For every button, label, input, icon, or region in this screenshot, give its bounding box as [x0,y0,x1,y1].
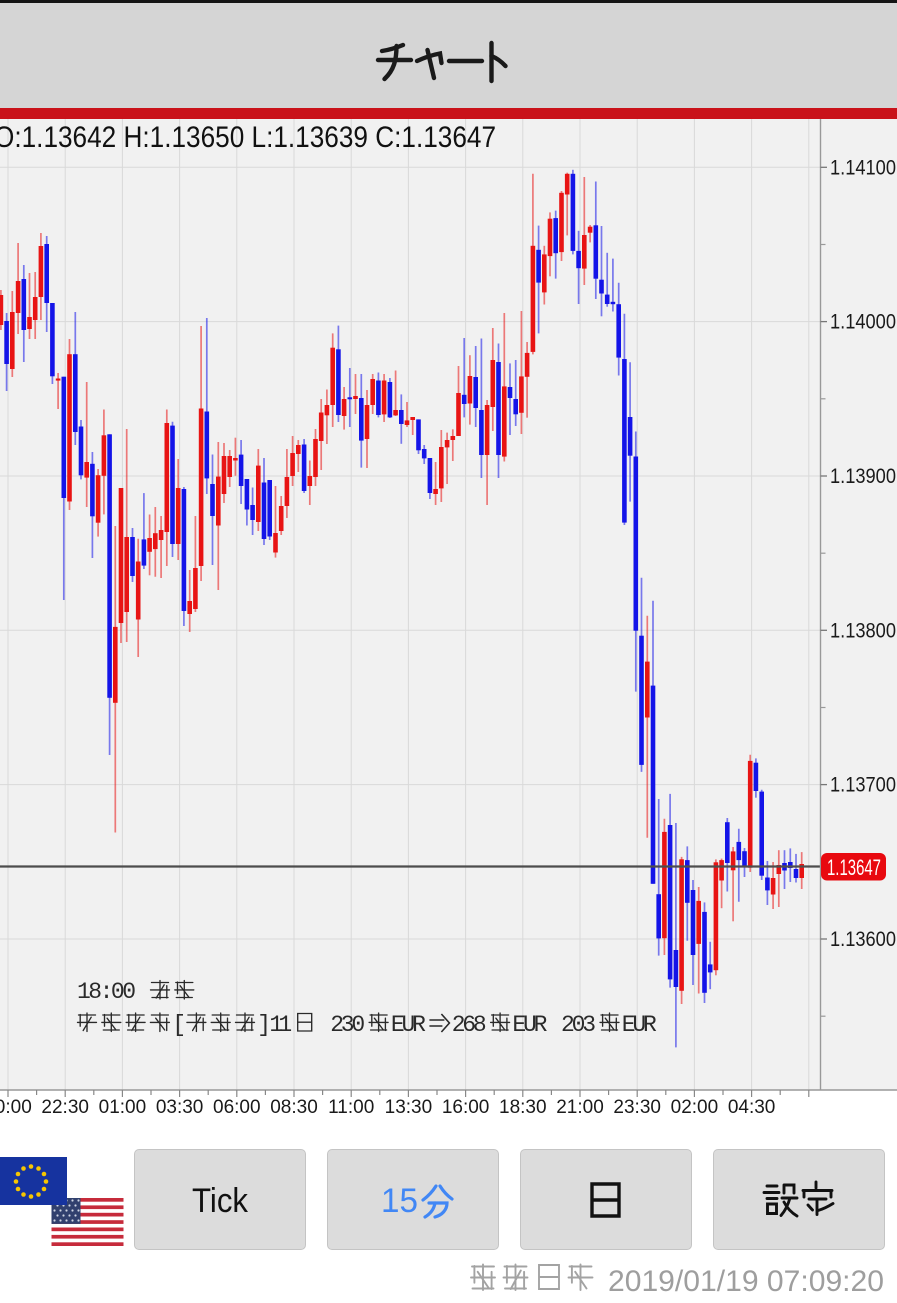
svg-text:268: 268 [452,1012,487,1038]
svg-text:04:30: 04:30 [728,1097,776,1118]
svg-text:02:00: 02:00 [671,1097,719,1118]
svg-text:1.13800: 1.13800 [830,619,896,642]
svg-text:2019/01/19 07:09:20: 2019/01/19 07:09:20 [608,1265,884,1298]
svg-text:230: 230 [330,1012,365,1038]
svg-text:01:00: 01:00 [99,1097,147,1118]
svg-text:13:30: 13:30 [385,1097,433,1118]
svg-text:18:00: 18:00 [77,979,136,1005]
svg-text:1.14100: 1.14100 [830,156,896,179]
svg-text:[: [ [172,1012,186,1038]
svg-text:18:30: 18:30 [499,1097,547,1118]
svg-text:23:30: 23:30 [613,1097,661,1118]
svg-text:O:1.13642 H:1.13650 L:1.13639: O:1.13642 H:1.13650 L:1.13639 C:1.13647 [0,121,496,154]
svg-text:22:30: 22:30 [41,1097,89,1118]
svg-text:21:00: 21:00 [556,1097,604,1118]
svg-text:EUR: EUR [512,1012,547,1038]
svg-text:16:00: 16:00 [442,1097,490,1118]
svg-text:20:00: 20:00 [0,1097,32,1118]
svg-text:1.13700: 1.13700 [830,774,896,797]
svg-text:15: 15 [381,1182,418,1220]
svg-text:203: 203 [561,1012,596,1038]
svg-text:Tick: Tick [192,1182,249,1220]
svg-text:EUR: EUR [391,1012,426,1038]
svg-text:1.14000: 1.14000 [830,311,896,334]
svg-text:11:00: 11:00 [328,1097,374,1118]
svg-text:1.13900: 1.13900 [830,465,896,488]
svg-text:]: ] [257,1012,271,1038]
svg-text:08:30: 08:30 [270,1097,318,1118]
svg-text:03:30: 03:30 [156,1097,204,1118]
svg-text:1.13600: 1.13600 [830,928,896,951]
svg-text:06:00: 06:00 [213,1097,261,1118]
svg-text:1.13647: 1.13647 [827,855,881,880]
svg-text:11: 11 [269,1012,292,1038]
svg-text:EUR: EUR [622,1012,657,1038]
